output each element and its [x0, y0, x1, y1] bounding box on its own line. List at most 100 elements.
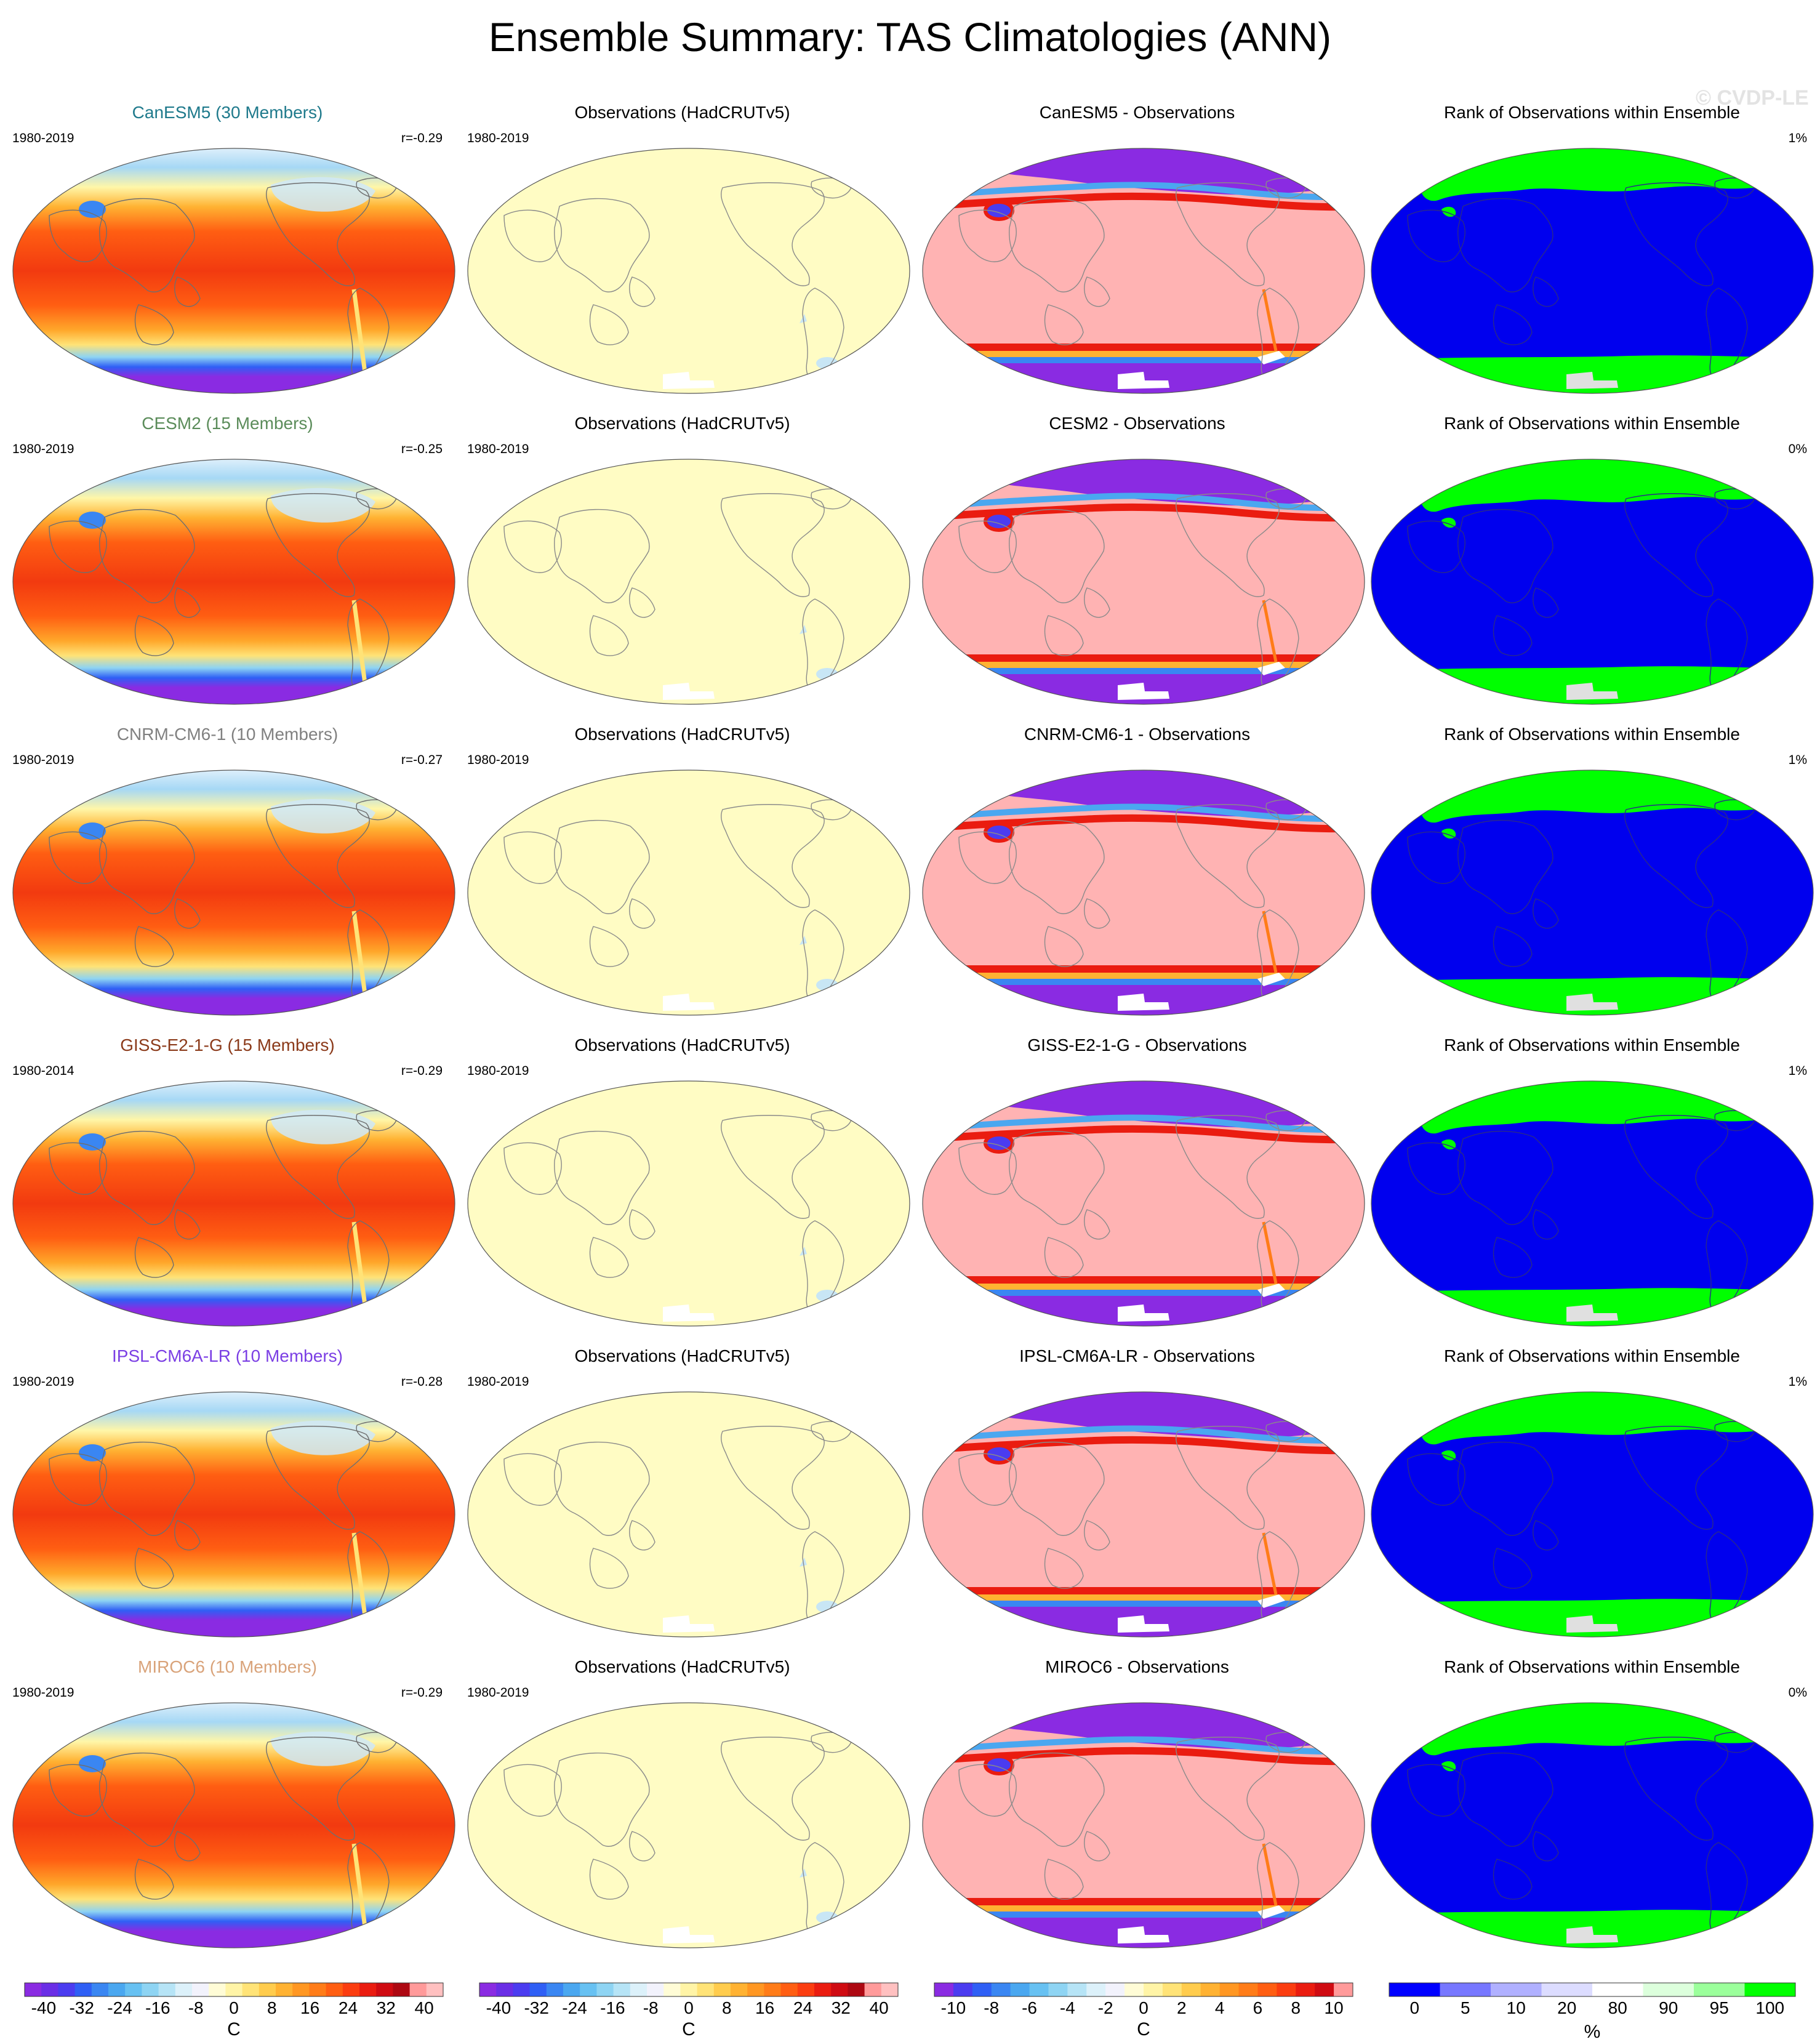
climatology-field	[13, 459, 455, 704]
observation-colorbar-swatch	[764, 1983, 782, 1996]
model-coastline-2	[49, 1142, 107, 1195]
map-outline	[12, 770, 455, 1016]
observation-field	[468, 1081, 910, 1326]
missing-data-patch	[1566, 994, 1618, 1011]
obs-coastline-4	[721, 1426, 825, 1530]
model-coastline-1	[174, 276, 201, 307]
missing-data-patch	[663, 994, 715, 1011]
panel-diff-row3: CNRM-CM6-1 - Observations	[910, 708, 1365, 1019]
obs-map	[467, 148, 910, 394]
panel-diff-row2: CESM2 - Observations	[910, 397, 1365, 708]
model-coastline-2	[49, 1453, 107, 1506]
rank-colorbar-swatch	[1694, 1983, 1745, 1996]
southern-red-band	[923, 1898, 1365, 1905]
period-label: 1980-2019	[467, 131, 529, 145]
colorbar-climatology-unit: C	[227, 2019, 241, 2040]
diff-map	[922, 1391, 1365, 1638]
pattern-correlation-label: r=-0.29	[401, 1064, 443, 1078]
missing-data-patch	[1566, 683, 1618, 700]
rank-map	[1371, 770, 1814, 1016]
obs-coastline-1	[629, 1209, 655, 1240]
observation-colorbar-tick-label: 0	[684, 1998, 694, 2017]
observation-colorbar-swatch	[831, 1983, 848, 1996]
obs-panel-title: Observations (HadCRUTv5)	[574, 414, 790, 433]
rank-panel-title: Rank of Observations within Ensemble	[1444, 1657, 1740, 1676]
map-outline	[922, 148, 1365, 394]
difference-colorbar-swatch	[1238, 1983, 1258, 1996]
model-map	[12, 1391, 455, 1638]
cold-patch	[816, 357, 838, 369]
climatology-colorbar-swatch	[108, 1983, 126, 1996]
southern-orange-band	[923, 662, 1365, 668]
climatology-colorbar-frame	[24, 1982, 444, 1997]
observation-field	[468, 1392, 910, 1637]
panel-model-row3: CNRM-CM6-1 (10 Members) 1980-2019 r=-0.27	[0, 708, 455, 1019]
observation-field	[468, 1703, 910, 1948]
diff-coastline-2	[958, 1764, 1017, 1817]
difference-colorbar-swatch	[972, 1983, 992, 1996]
period-label: 1980-2019	[12, 442, 74, 456]
observation-colorbar-tick-label: 40	[870, 1998, 889, 2017]
map-outline	[922, 1702, 1365, 1948]
missing-data-patch-2	[1257, 662, 1285, 675]
diff-coastline-4	[1176, 182, 1280, 286]
panel-rank-row2: Rank of Observations within Ensemble 0%	[1365, 397, 1819, 708]
model-coastline-2	[49, 520, 107, 573]
missing-data-patch	[663, 372, 715, 389]
panel-model-row6: MIROC6 (10 Members) 1980-2019 r=-0.29	[0, 1641, 455, 1952]
arctic-blue-band	[923, 803, 1365, 822]
rank-map	[1371, 459, 1814, 705]
rank-colorbar-swatch	[1744, 1983, 1796, 1996]
climatology-colorbar-swatch	[309, 1983, 327, 1996]
arctic-blue-band	[923, 182, 1365, 200]
period-label: 1980-2019	[467, 1375, 529, 1389]
rank-coastline-3	[1493, 1237, 1533, 1278]
climatology-colorbar-tick-label: -40	[31, 1998, 56, 2017]
rank-colorbar-swatch	[1440, 1983, 1491, 1996]
model-coastline-3	[134, 1237, 174, 1278]
diff-map	[922, 148, 1365, 394]
model-panel-title: CanESM5 (30 Members)	[132, 103, 323, 122]
rank-colorbar-swatch	[1491, 1983, 1542, 1996]
period-label: 1980-2019	[12, 131, 74, 145]
climatology-colorbar-swatch	[393, 1983, 411, 1996]
observation-colorbar-frame	[479, 1982, 899, 1997]
climatology-colorbar-tick-label: 24	[339, 1998, 358, 2017]
climatology-colorbar-swatch	[376, 1983, 393, 1996]
diff-coastline-2	[958, 209, 1017, 262]
diff-panel-title: IPSL-CM6A-LR - Observations	[1019, 1346, 1255, 1365]
observation-colorbar-swatch	[496, 1983, 513, 1996]
rank-coastline-1	[1533, 1520, 1559, 1551]
climatology-colorbar-swatch	[209, 1983, 226, 1996]
rank-colorbar-tick-label: 10	[1507, 1998, 1526, 2017]
difference-colorbar-tick-label: 4	[1215, 1998, 1225, 2017]
climatology-colorbar-tick-label: -16	[145, 1998, 170, 2017]
difference-colorbar-tick-label: -4	[1060, 1998, 1075, 2017]
cold-patch	[816, 668, 838, 680]
obs-coastline-3	[589, 304, 629, 345]
rank-coastline-3	[1493, 1859, 1533, 1900]
panel-rank-row3: Rank of Observations within Ensemble 1%	[1365, 708, 1819, 1019]
observation-colorbar-swatch	[630, 1983, 647, 1996]
model-coastline-3	[134, 1859, 174, 1900]
southern-red-band	[923, 344, 1365, 351]
climatology-colorbar-swatch	[58, 1983, 76, 1996]
diff-coastline-0	[1009, 819, 1105, 914]
rank-colorbar-swatch	[1592, 1983, 1643, 1996]
southern-red-band	[923, 1587, 1365, 1594]
map-outline	[1371, 459, 1814, 705]
difference-colorbar-swatch	[1086, 1983, 1106, 1996]
observation-colorbar-swatch	[814, 1983, 832, 1996]
obs-map	[467, 459, 910, 705]
rank-coastline-0	[1457, 1441, 1553, 1536]
model-coastline-3	[134, 926, 174, 967]
rank-coastline-3	[1493, 615, 1533, 656]
obs-coastline-3	[589, 1237, 629, 1278]
rank-map	[1371, 1080, 1814, 1327]
map-outline	[1371, 1702, 1814, 1948]
model-coastline-1	[174, 1209, 201, 1240]
difference-colorbar-tick-label: 10	[1325, 1998, 1344, 2017]
andes-anomaly	[1262, 910, 1278, 973]
diff-panel-title: MIROC6 - Observations	[1045, 1657, 1229, 1676]
rank-panel-title: Rank of Observations within Ensemble	[1444, 1346, 1740, 1365]
